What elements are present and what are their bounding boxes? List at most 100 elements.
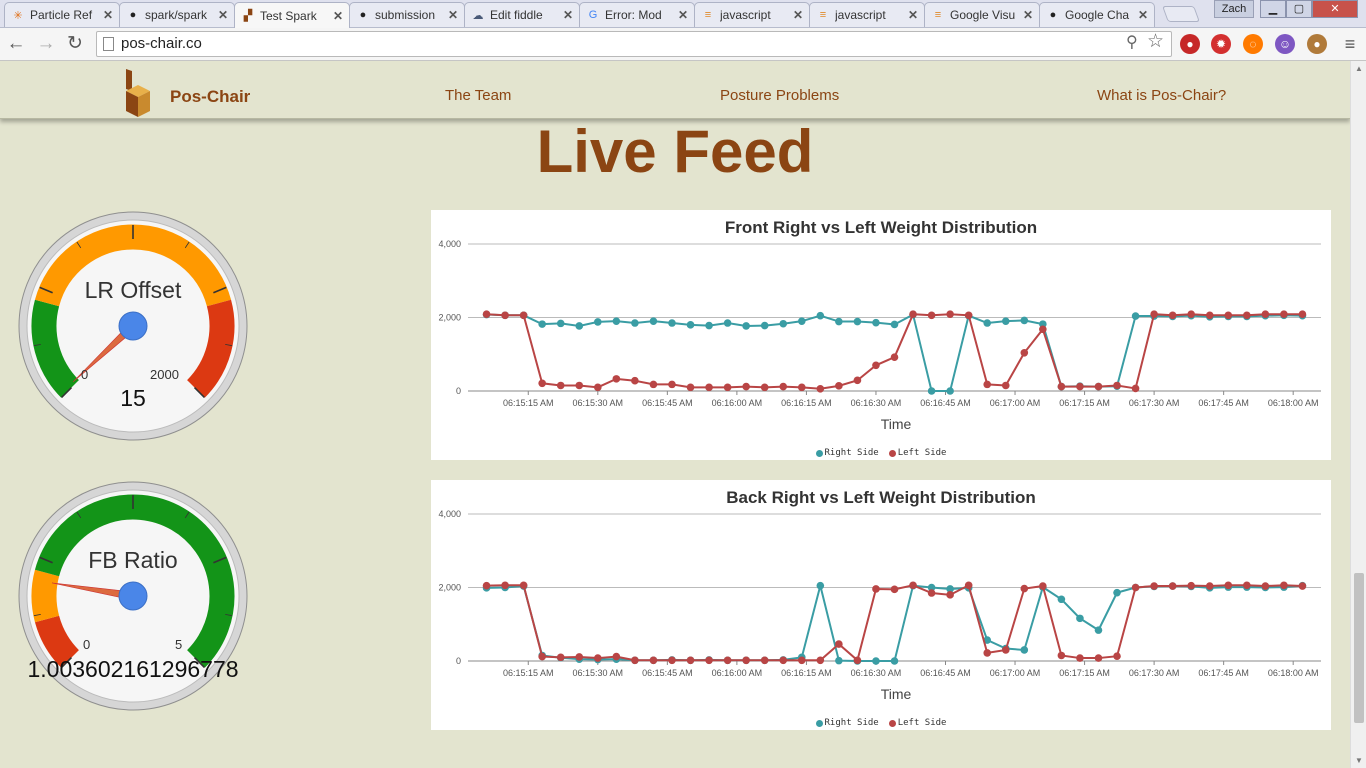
browser-tab[interactable]: G Error: Mod ✕ xyxy=(579,2,695,27)
page-content: Pos-Chair The Team Posture Problems What… xyxy=(0,61,1350,768)
x-tick-label: 06:16:15 AM xyxy=(781,668,832,678)
legend-item-left[interactable]: Left Side xyxy=(888,448,946,458)
url-text: pos-chair.co xyxy=(121,35,202,52)
y-tick-label: 4,000 xyxy=(438,509,461,519)
gauge-min: 0 xyxy=(83,637,91,652)
extension-icon[interactable]: ◌ xyxy=(1243,34,1263,54)
pos-chair-logo[interactable] xyxy=(124,69,154,117)
nav-link-what-is-pos-chair[interactable]: What is Pos-Chair? xyxy=(1097,87,1227,104)
x-tick-label: 06:16:45 AM xyxy=(920,668,971,678)
bookmark-star-icon[interactable]: ☆ xyxy=(1147,31,1165,52)
gauge-hub xyxy=(118,311,148,341)
github-icon: ● xyxy=(359,9,367,21)
close-tab-icon[interactable]: ✕ xyxy=(907,8,918,22)
maximize-button[interactable]: ▢ xyxy=(1286,0,1312,18)
close-window-button[interactable]: ✕ xyxy=(1312,0,1358,18)
forward-arrow-icon[interactable]: → xyxy=(36,33,56,54)
cookie-extension-icon[interactable]: ● xyxy=(1307,34,1327,54)
menu-icon[interactable]: ≡ xyxy=(1344,34,1356,54)
x-tick-label: 06:17:00 AM xyxy=(990,398,1041,408)
data-point xyxy=(594,654,602,662)
lr-offset-gauge: LR Offset 0 2000 15 xyxy=(18,211,248,441)
data-point xyxy=(983,636,992,644)
brand-link[interactable]: Pos-Chair xyxy=(170,87,251,106)
gauge-tick xyxy=(76,241,82,249)
data-point xyxy=(983,649,992,657)
scroll-up-icon[interactable]: ▲ xyxy=(1355,64,1363,73)
data-point xyxy=(853,656,862,665)
browser-tab[interactable]: ☁ Edit fiddle ✕ xyxy=(464,2,580,27)
tab-label: Google Cha xyxy=(1065,8,1130,22)
adblock-extension-icon[interactable]: ● xyxy=(1180,34,1200,54)
close-tab-icon[interactable]: ✕ xyxy=(792,8,803,22)
browser-tab[interactable]: ● submission ✕ xyxy=(349,2,465,27)
pos-chair-icon: ▞ xyxy=(243,10,253,22)
data-point xyxy=(890,353,899,361)
nav-link-the-team[interactable]: The Team xyxy=(445,87,512,104)
address-bar[interactable]: pos-chair.co xyxy=(96,31,1172,57)
minimize-button[interactable]: ▁ xyxy=(1260,0,1286,18)
data-point xyxy=(1094,382,1103,391)
gauge-zone-green xyxy=(34,494,235,668)
browser-tab[interactable]: ≡ javascript ✕ xyxy=(809,2,925,27)
vertical-scrollbar[interactable]: ▲ ▼ xyxy=(1350,61,1366,768)
close-tab-icon[interactable]: ✕ xyxy=(677,8,688,22)
legend-item-right[interactable]: Right Side xyxy=(815,718,879,728)
close-tab-icon[interactable]: ✕ xyxy=(1137,8,1148,22)
badge-extension-icon[interactable]: ✹ xyxy=(1211,34,1231,54)
browser-tab[interactable]: ≡ javascript ✕ xyxy=(694,2,810,27)
data-point xyxy=(1150,582,1158,590)
particle-icon: ✳ xyxy=(13,9,23,22)
data-point xyxy=(1057,382,1066,391)
scrollbar-thumb[interactable] xyxy=(1354,573,1364,723)
tab-label: Google Visu xyxy=(950,8,1016,22)
x-tick-label: 06:17:15 AM xyxy=(1059,398,1110,408)
browser-tab[interactable]: ● spark/spark ✕ xyxy=(119,2,235,27)
new-tab-button[interactable] xyxy=(1162,6,1200,22)
close-tab-icon[interactable]: ✕ xyxy=(562,8,573,22)
data-point xyxy=(1020,584,1029,593)
close-tab-icon[interactable]: ✕ xyxy=(217,8,228,22)
x-tick-label: 06:17:45 AM xyxy=(1198,668,1249,678)
profile-button[interactable]: Zach xyxy=(1214,0,1254,18)
chart-title: Back Right vs Left Weight Distribution xyxy=(726,488,1036,507)
tools-icon[interactable]: ⚲ xyxy=(1126,34,1138,51)
data-point xyxy=(575,653,584,661)
browser-tab[interactable]: ● Google Cha ✕ xyxy=(1039,2,1155,27)
browser-tab[interactable]: ≡ Google Visu ✕ xyxy=(924,2,1040,27)
data-point xyxy=(872,657,880,665)
gauge-hub xyxy=(118,581,148,611)
legend-item-right[interactable]: Right Side xyxy=(815,448,879,458)
legend-item-left[interactable]: Left Side xyxy=(888,718,946,728)
back-arrow-icon[interactable]: ← xyxy=(6,33,26,54)
gauge-tick xyxy=(184,511,190,519)
close-tab-icon[interactable]: ✕ xyxy=(447,8,458,22)
gauge-tick xyxy=(225,613,233,617)
tab-label: javascript xyxy=(720,8,771,22)
data-point xyxy=(1280,310,1288,318)
browser-tab[interactable]: ▞ Test Spark ✕ xyxy=(234,2,350,28)
data-point xyxy=(649,656,658,665)
data-point xyxy=(816,311,825,320)
data-point xyxy=(594,383,602,392)
close-tab-icon[interactable]: ✕ xyxy=(102,8,113,22)
extension-icon[interactable]: ☺ xyxy=(1275,34,1295,54)
data-point xyxy=(686,383,695,392)
data-point xyxy=(909,310,917,318)
gauge-zone-red xyxy=(186,299,235,398)
nav-link-posture-problems[interactable]: Posture Problems xyxy=(720,87,840,104)
close-tab-icon[interactable]: ✕ xyxy=(332,8,343,23)
close-tab-icon[interactable]: ✕ xyxy=(1022,8,1033,22)
reload-icon[interactable]: ↻ xyxy=(67,33,83,54)
data-point xyxy=(575,322,584,330)
data-point xyxy=(1076,614,1084,623)
data-point xyxy=(1076,654,1084,662)
scroll-down-icon[interactable]: ▼ xyxy=(1355,756,1363,765)
data-point xyxy=(797,383,806,392)
stackoverflow-icon: ≡ xyxy=(934,9,942,21)
y-tick-label: 0 xyxy=(456,656,461,666)
x-tick-label: 06:17:45 AM xyxy=(1198,398,1249,408)
data-point xyxy=(1057,595,1066,604)
x-tick-label: 06:16:00 AM xyxy=(712,668,763,678)
browser-tab[interactable]: ✳ Particle Ref ✕ xyxy=(4,2,120,27)
